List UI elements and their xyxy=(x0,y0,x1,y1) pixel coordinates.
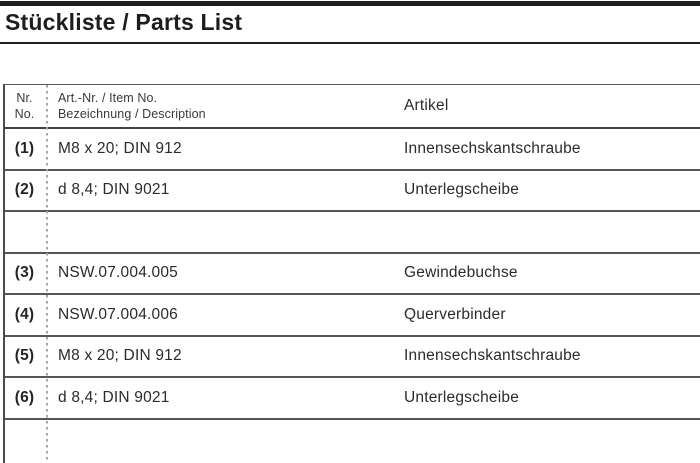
row-cell-article: Querverbinder xyxy=(404,295,700,335)
row-cell-no: (4) xyxy=(5,295,44,335)
row-cell-article: Unterlegscheibe xyxy=(404,171,700,211)
row-cell-no xyxy=(5,420,44,463)
row-cell-article: Gewindebuchse xyxy=(404,254,700,294)
row-cell-article: Innensechskantschraube xyxy=(404,129,700,169)
table-row-empty xyxy=(5,420,700,463)
header-item-line1: Art.-Nr. / Item No. xyxy=(58,91,158,105)
row-cell-no: (3) xyxy=(5,254,44,294)
parts-table: Nr. No. Art.-Nr. / Item No. Bezeichnung … xyxy=(3,84,700,463)
top-rule xyxy=(0,1,700,6)
table-row: (1) M8 x 20; DIN 912 Innensechskantschra… xyxy=(5,129,700,171)
row-cell-article: Unterlegscheibe xyxy=(404,378,700,418)
row-item-number: d 8,4; DIN 9021 xyxy=(58,388,170,406)
row-number: (6) xyxy=(14,388,35,406)
row-article: Unterlegscheibe xyxy=(404,388,520,406)
row-article: Innensechskantschraube xyxy=(404,347,581,365)
row-number: (4) xyxy=(14,305,35,323)
table-row: (2) d 8,4; DIN 9021 Unterlegscheibe xyxy=(5,171,700,212)
row-item-number: NSW.07.004.006 xyxy=(58,305,178,323)
row-cell-no xyxy=(5,212,44,252)
header-artikel-label: Artikel xyxy=(404,97,449,114)
row-cell-no: (6) xyxy=(5,378,44,418)
row-number: (3) xyxy=(14,264,35,282)
row-cell-article xyxy=(404,212,700,252)
table-header-row: Nr. No. Art.-Nr. / Item No. Bezeichnung … xyxy=(5,85,700,129)
row-article: Querverbinder xyxy=(404,305,506,323)
row-number: (5) xyxy=(14,347,35,365)
row-number: (2) xyxy=(14,181,35,199)
row-article: Gewindebuchse xyxy=(404,264,518,282)
header-cell-item: Art.-Nr. / Item No. Bezeichnung / Descri… xyxy=(44,85,404,127)
row-item-number: d 8,4; DIN 9021 xyxy=(58,181,170,199)
page-title: Stückliste / Parts List xyxy=(5,9,243,35)
table-row: (4) NSW.07.004.006 Querverbinder xyxy=(5,295,700,337)
row-cell-article: Innensechskantschraube xyxy=(404,337,700,377)
table-row-empty xyxy=(5,212,700,254)
row-cell-item: d 8,4; DIN 9021 xyxy=(44,171,404,211)
row-cell-item: d 8,4; DIN 9021 xyxy=(44,378,404,418)
row-item-number: M8 x 20; DIN 912 xyxy=(58,139,182,157)
column-divider-dotted xyxy=(46,85,48,463)
table-row: (6) d 8,4; DIN 9021 Unterlegscheibe xyxy=(5,378,700,420)
header-no-line1: Nr. xyxy=(16,91,33,105)
row-number: (1) xyxy=(14,139,35,157)
row-cell-no: (2) xyxy=(5,171,44,211)
row-cell-no: (5) xyxy=(5,337,44,377)
header-cell-artikel: Artikel xyxy=(404,85,700,127)
row-cell-item: M8 x 20; DIN 912 xyxy=(44,337,404,377)
row-cell-no: (1) xyxy=(5,129,44,169)
row-item-number: NSW.07.004.005 xyxy=(58,264,178,282)
title-rule xyxy=(0,41,700,44)
row-cell-item xyxy=(44,420,404,463)
table-row: (3) NSW.07.004.005 Gewindebuchse xyxy=(5,254,700,295)
row-cell-item xyxy=(44,212,404,252)
row-cell-item: M8 x 20; DIN 912 xyxy=(44,129,404,169)
row-cell-item: NSW.07.004.006 xyxy=(44,295,404,335)
table-row: (5) M8 x 20; DIN 912 Innensechskantschra… xyxy=(5,337,700,378)
row-item-number: M8 x 20; DIN 912 xyxy=(58,347,182,365)
row-article: Innensechskantschraube xyxy=(404,139,581,157)
row-cell-article xyxy=(404,420,700,463)
header-cell-no: Nr. No. xyxy=(5,85,44,127)
row-cell-item: NSW.07.004.005 xyxy=(44,254,404,294)
header-item-line2: Bezeichnung / Description xyxy=(58,107,206,121)
row-article: Unterlegscheibe xyxy=(404,181,520,199)
header-no-line2: No. xyxy=(14,107,35,121)
